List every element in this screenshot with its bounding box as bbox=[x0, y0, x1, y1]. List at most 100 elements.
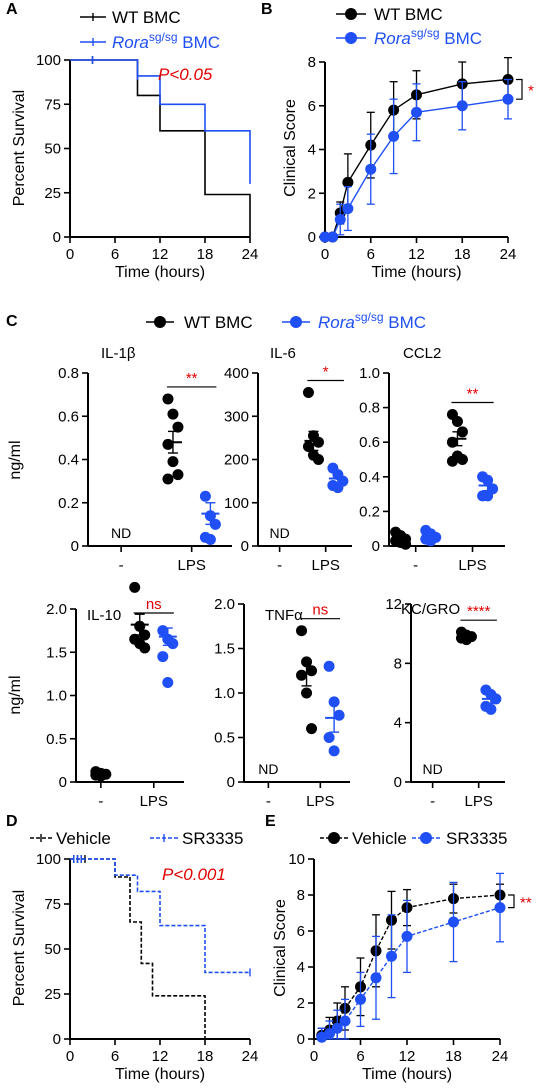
y-tick-label: 0.6 bbox=[58, 408, 79, 425]
y-tick-label: 6 bbox=[308, 98, 316, 115]
data-point bbox=[157, 651, 169, 663]
data-point bbox=[139, 642, 151, 654]
y-axis-title: Clinical Score bbox=[272, 899, 289, 997]
cytokine-panel-c-ccl2: 0 0.2 0.4 0.6 0.8 1.0 - LPS CCL2 ** bbox=[359, 345, 505, 574]
data-point bbox=[162, 677, 174, 689]
y-tick-label: 0 bbox=[241, 538, 249, 555]
y-tick-label: 0 bbox=[71, 538, 79, 555]
data-point bbox=[334, 214, 346, 225]
y-tick-label: 100 bbox=[36, 52, 61, 69]
panel-letter: A bbox=[6, 1, 18, 18]
legend-marker bbox=[345, 32, 357, 44]
y-axis-title: ng/ml bbox=[7, 440, 24, 479]
y-tick-label: 0 bbox=[53, 229, 61, 246]
not-detected-label: ND bbox=[111, 525, 131, 541]
panel-letter: D bbox=[6, 813, 18, 830]
data-point bbox=[306, 723, 318, 735]
data-point bbox=[302, 386, 314, 398]
y-tick-label: 0.5 bbox=[46, 731, 67, 748]
data-point bbox=[446, 455, 458, 467]
cytokine-panel-c-il1b: 0 0.2 0.4 0.6 0.8 - LPS IL-1β ng/ml ND ** bbox=[7, 345, 232, 574]
data-point bbox=[306, 665, 318, 677]
legend-panel-d: Vehicle SR3335 bbox=[30, 829, 243, 848]
data-point bbox=[301, 687, 313, 699]
legend-label: Rorasg/sg BMC bbox=[374, 26, 482, 48]
panel-letter: C bbox=[6, 313, 18, 330]
y-axis-title: Percent Survival bbox=[11, 90, 28, 207]
cytokine-title: CCL2 bbox=[403, 345, 441, 362]
data-point bbox=[339, 1015, 351, 1027]
legend-label: Vehicle bbox=[352, 829, 407, 848]
x-tick-label: 18 bbox=[445, 1048, 462, 1065]
y-tick-label: 8 bbox=[297, 887, 305, 904]
survival-curve bbox=[70, 858, 250, 974]
not-detected-label: ND bbox=[270, 525, 290, 541]
x-tick-label: 24 bbox=[242, 246, 259, 263]
y-tick-label: 75 bbox=[44, 96, 61, 113]
legend-marker bbox=[154, 316, 166, 328]
data-point bbox=[162, 473, 174, 485]
x-axis-title: Time (hours) bbox=[115, 264, 205, 281]
data-point bbox=[365, 163, 377, 175]
x-tick-label: 18 bbox=[197, 246, 214, 263]
y-tick-label: 8 bbox=[394, 655, 402, 672]
cytokine-panel-c-tnfa: 0 0.5 1.0 1.5 2.0 - LPS TNFα ND ns bbox=[214, 596, 350, 810]
x-tick-label: 24 bbox=[242, 1048, 259, 1065]
y-tick-label: 300 bbox=[224, 408, 249, 425]
survival-panel-d: D 0 25 50 75 100 0 6 12 18 24 Time (hours) Percent S… bbox=[6, 813, 258, 1083]
data-point bbox=[95, 770, 107, 782]
legend-label: Vehicle bbox=[56, 829, 111, 848]
data-point bbox=[342, 176, 354, 188]
cytokine-title: IL-1β bbox=[101, 345, 136, 362]
y-tick-label: 0 bbox=[372, 538, 380, 555]
data-point bbox=[448, 916, 459, 928]
data-point bbox=[502, 93, 514, 105]
cytokine-title: TNFα bbox=[265, 607, 303, 624]
data-point bbox=[323, 660, 335, 672]
data-point bbox=[342, 203, 354, 215]
x-axis-title: Time (hours) bbox=[362, 1066, 452, 1083]
legend-marker bbox=[345, 8, 357, 20]
x-tick-label: 0 bbox=[66, 1048, 74, 1065]
panel-letter: B bbox=[261, 1, 273, 18]
y-tick-label: 50 bbox=[44, 941, 61, 958]
y-tick-label: 12 bbox=[385, 596, 402, 613]
cytokine-panel-c-il10: 0 0.5 1.0 1.5 2.0 - LPS IL-10 ng/ml ns bbox=[7, 581, 184, 810]
significance-bracket bbox=[516, 78, 523, 100]
y-tick-label: 1.0 bbox=[359, 365, 380, 382]
data-point bbox=[296, 625, 308, 637]
data-point bbox=[162, 438, 174, 450]
x-category-label: - bbox=[430, 793, 435, 810]
x-tick-label: 18 bbox=[454, 246, 471, 263]
p-value-annotation: P<0.001 bbox=[162, 865, 226, 884]
x-tick-label: 12 bbox=[152, 1048, 169, 1065]
y-tick-label: 0.8 bbox=[58, 365, 79, 382]
y-tick-label: 1.5 bbox=[46, 644, 67, 661]
data-point bbox=[328, 745, 340, 757]
x-category-label: - bbox=[98, 793, 103, 810]
x-category-label: - bbox=[119, 557, 124, 574]
y-tick-label: 25 bbox=[44, 986, 61, 1003]
y-axis-title: ng/ml bbox=[7, 675, 24, 714]
legend-marker bbox=[420, 832, 432, 844]
significance-label: ns bbox=[146, 596, 162, 613]
data-point bbox=[411, 106, 422, 118]
data-point bbox=[494, 902, 506, 914]
y-tick-label: 2 bbox=[297, 995, 305, 1012]
data-point bbox=[328, 696, 340, 708]
y-tick-label: 75 bbox=[44, 896, 61, 913]
significance-label: ** bbox=[467, 386, 479, 403]
legend-marker bbox=[290, 316, 302, 328]
y-tick-label: 0 bbox=[53, 1031, 61, 1048]
data-point bbox=[482, 490, 494, 502]
significance-bracket bbox=[508, 894, 515, 909]
survival-curve bbox=[70, 858, 206, 1039]
y-tick-label: 8 bbox=[308, 54, 316, 71]
y-tick-label: 0.8 bbox=[359, 400, 380, 417]
x-category-label: LPS bbox=[458, 557, 486, 574]
legend-panel-e: Vehicle SR3335 bbox=[320, 829, 507, 848]
significance-label: ** bbox=[186, 370, 198, 387]
y-tick-label: 4 bbox=[297, 959, 305, 976]
survival-curve bbox=[70, 59, 251, 184]
